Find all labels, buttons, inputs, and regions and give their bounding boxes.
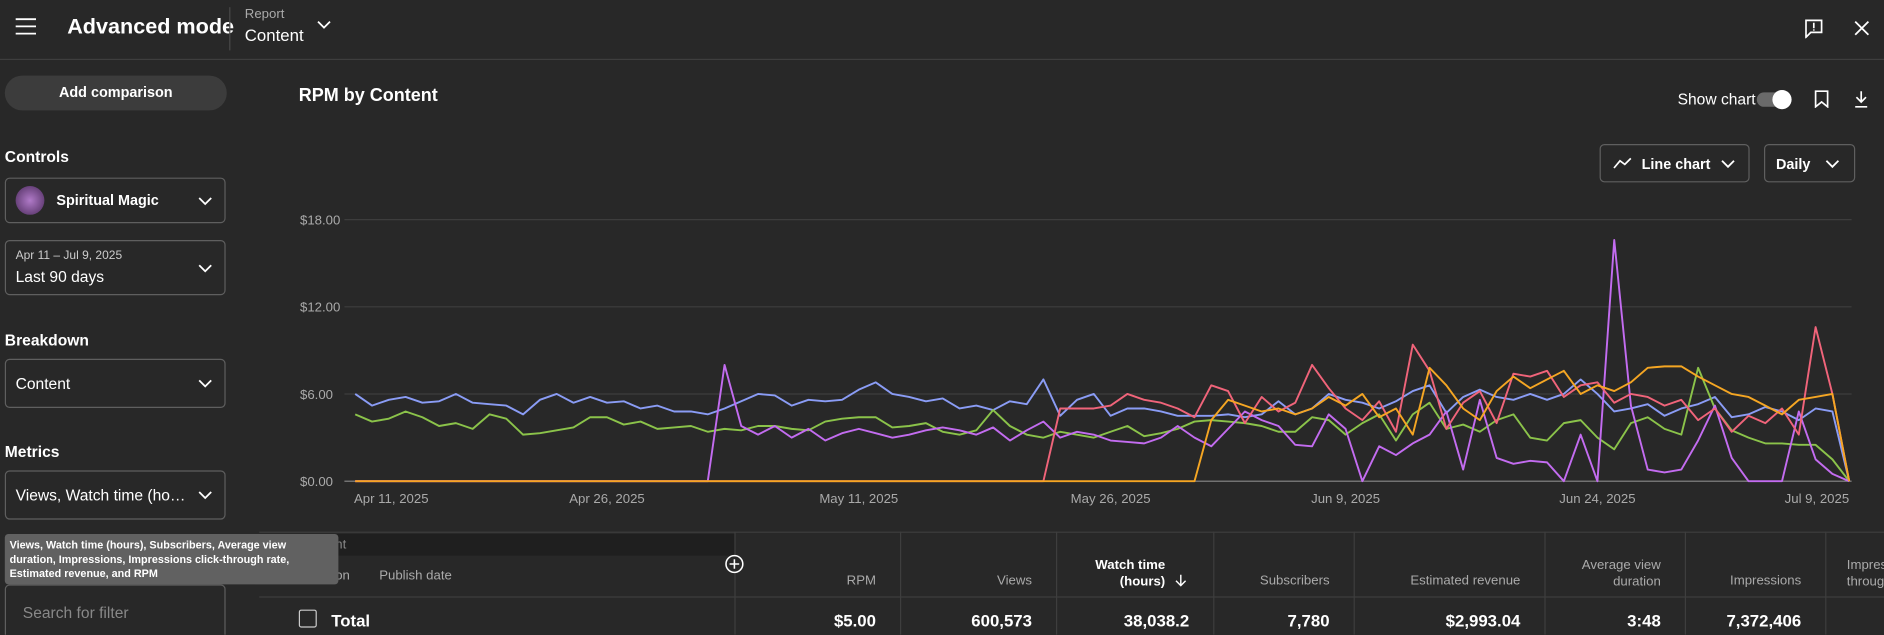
chevron [198,379,212,388]
section-heading: Metrics [4,442,60,461]
metrics-value: Views, Watch time (ho… [15,486,186,505]
feedback-icon[interactable] [1805,19,1823,39]
interval-select[interactable]: Daily [1764,144,1856,183]
toggle[interactable] [1756,90,1792,110]
date-select[interactable]: Apr 11 – Jul 9, 2025 Last 90 days [4,240,226,296]
divider [1684,531,1687,635]
cell: $2,993.04 [1445,610,1521,630]
chevron [1825,160,1840,169]
sort-icon[interactable] [1175,574,1187,588]
chart-type: Line chart [1641,156,1711,173]
cell: $5.00 [833,610,877,630]
divider [229,7,231,51]
cell: 3:48 [1627,610,1661,630]
x-tick-label: May 11, 2025 [819,491,898,506]
checkbox[interactable] [298,609,317,628]
chevron [1721,160,1735,169]
y-tick-label: $12.00 [300,300,340,315]
cell: 7,372,406 [1726,610,1802,630]
chart-title: RPM by Content [298,85,438,106]
y-tick-label: $18.00 [300,212,340,227]
channel-name: Spiritual Magic [56,192,159,209]
add-column-icon[interactable] [725,554,744,574]
column-header[interactable]: Average view duration [1581,558,1661,590]
series-line [355,365,1851,483]
download-icon[interactable] [1854,90,1868,108]
column-header[interactable]: Impressions [1730,573,1802,588]
column-header[interactable]: RPM [846,573,877,588]
page-title: Advanced mode [67,14,235,39]
column-header[interactable]: Impressions click-through rate [1846,558,1884,590]
column-group [259,534,735,556]
chart: $0.00 $6.00 $12.00 $18.00 Apr 11, 2025 Apr 26… [300,212,1852,506]
period: Last 90 days [15,267,105,286]
add-comparison-button[interactable]: Add comparison [4,75,227,111]
y-tick-label: $0.00 [300,474,333,489]
cell: 600,573 [971,610,1032,630]
x-tick-label: Jul 9, 2025 [1785,491,1850,506]
divider [259,596,1884,598]
series-line [354,378,1851,482]
section-heading: Controls [4,147,69,166]
channel-select[interactable]: Spiritual Magic [4,177,226,224]
divider [1825,531,1827,635]
chevron [198,197,212,206]
divider [1544,531,1546,635]
column-header[interactable]: Views [997,573,1032,588]
column-header[interactable]: Estimated revenue [1410,573,1521,588]
column-header[interactable]: Subscribers [1259,573,1330,588]
avatar [15,186,45,215]
x-tick-label: Jun 9, 2025 [1311,491,1380,506]
breakdown-select[interactable]: Content [4,358,226,409]
search-box[interactable]: Search for filter [4,584,226,635]
column-header[interactable]: Publish date [379,568,452,584]
line-icon [1613,157,1632,169]
close-icon[interactable] [1854,20,1870,36]
divider [1213,531,1215,635]
chart-type-select[interactable]: Line chart [1599,144,1750,183]
divider [1056,531,1058,635]
cell: 7,780 [1287,610,1330,630]
x-tick-label: Apr 11, 2025 [354,491,429,506]
x-tick-label: Jun 24, 2025 [1559,491,1635,506]
y-tick-label: $6.00 [300,387,333,402]
series-line [355,239,1850,483]
divider [1353,531,1355,635]
bookmark-icon[interactable] [1814,90,1829,109]
chevron[interactable] [317,20,331,30]
divider [259,531,1884,533]
metrics-select[interactable]: Views, Watch time (ho… [4,470,226,520]
tooltip: Views, Watch time (hours), Subscribers, … [4,534,339,585]
total-label: Total [331,610,371,630]
report-label: Report [244,7,285,22]
toggle-knob [1772,90,1792,110]
date-range: Apr 11 – Jul 9, 2025 [15,249,123,263]
chevron [198,264,212,273]
interval: Daily [1776,156,1811,173]
section-heading: Breakdown [4,331,89,350]
x-tick-label: May 26, 2025 [1071,491,1151,506]
report-value[interactable]: Content [244,25,304,45]
menu-icon[interactable] [15,18,36,35]
chevron [198,491,212,500]
breakdown-value: Content [15,374,71,393]
x-tick-label: Apr 26, 2025 [569,491,645,506]
divider [900,531,902,635]
show-chart-label: Show chart [1677,90,1756,109]
cell: 38,038.2 [1123,610,1190,630]
divider [0,58,1884,61]
search-placeholder: Search for filter [22,603,129,622]
divider [734,531,736,635]
column-header[interactable]: Watch time (hours) [1095,558,1166,590]
